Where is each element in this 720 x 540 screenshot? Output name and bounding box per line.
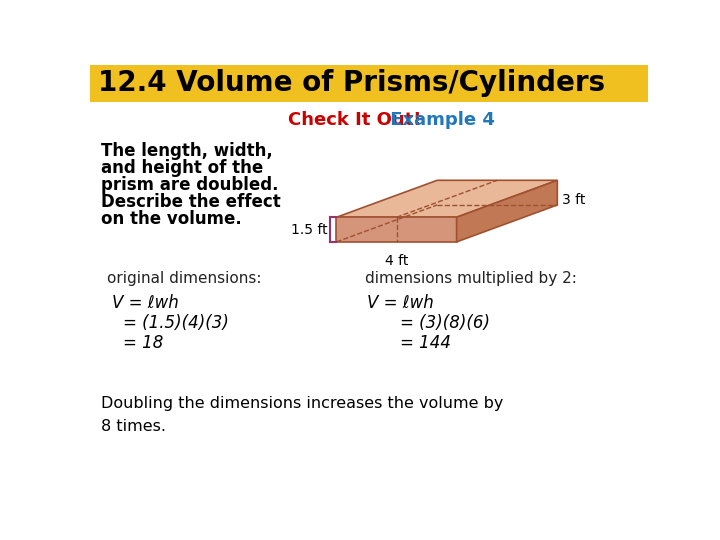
Polygon shape bbox=[336, 217, 456, 242]
Text: Check It Out!: Check It Out! bbox=[287, 111, 421, 129]
Text: Describe the effect: Describe the effect bbox=[101, 193, 281, 211]
Polygon shape bbox=[456, 180, 557, 242]
Text: = (3)(8)(6): = (3)(8)(6) bbox=[400, 314, 490, 332]
Text: and height of the: and height of the bbox=[101, 159, 263, 177]
Text: V = ℓwh: V = ℓwh bbox=[367, 294, 434, 312]
Text: 1.5 ft: 1.5 ft bbox=[291, 222, 327, 237]
Text: = 144: = 144 bbox=[400, 334, 451, 352]
Text: = 18: = 18 bbox=[122, 334, 163, 352]
Bar bbox=[90, 65, 648, 102]
Text: V = ℓwh: V = ℓwh bbox=[112, 294, 179, 312]
Text: prism are doubled.: prism are doubled. bbox=[101, 176, 279, 194]
Text: on the volume.: on the volume. bbox=[101, 210, 242, 227]
Text: = (1.5)(4)(3): = (1.5)(4)(3) bbox=[122, 314, 228, 332]
Text: Example 4: Example 4 bbox=[384, 111, 495, 129]
Text: original dimensions:: original dimensions: bbox=[107, 271, 261, 286]
Text: The length, width,: The length, width, bbox=[101, 142, 273, 160]
Text: 3 ft: 3 ft bbox=[562, 193, 585, 207]
Text: 4 ft: 4 ft bbox=[384, 254, 408, 268]
Polygon shape bbox=[336, 180, 557, 217]
Text: 12.4 Volume of Prisms/Cylinders: 12.4 Volume of Prisms/Cylinders bbox=[98, 69, 605, 97]
Text: Doubling the dimensions increases the volume by
8 times.: Doubling the dimensions increases the vo… bbox=[101, 396, 503, 434]
Text: dimensions multiplied by 2:: dimensions multiplied by 2: bbox=[365, 271, 577, 286]
